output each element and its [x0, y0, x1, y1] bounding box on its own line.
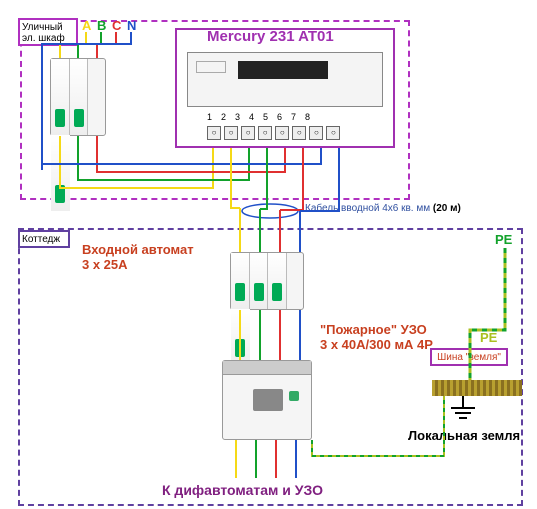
phase-label-c: C — [112, 18, 121, 33]
cable-label: Кабель вводной 4х6 кв. мм (20 м) — [305, 203, 461, 214]
meter-display — [238, 61, 328, 79]
rcd-toggle — [253, 389, 283, 411]
pe-label-2: PE — [480, 330, 497, 345]
phase-label-n: N — [127, 18, 136, 33]
input-breaker — [230, 252, 304, 310]
meter-terminal-strip: ○ ○ ○ ○ ○ ○ ○ ○ — [207, 126, 340, 140]
fire-rcd-label: "Пожарное" УЗО 3 x 40А/300 мА 4P — [320, 322, 433, 352]
ground-symbol-icon — [448, 398, 478, 428]
cable-clamp-icon — [240, 201, 300, 221]
input-breaker-label: Входной автомат 3 x 25A — [82, 242, 194, 272]
meter-title: Mercury 231 AT01 — [207, 28, 334, 45]
cottage-label-box: Коттедж — [18, 230, 70, 248]
fire-rcd — [222, 360, 312, 440]
meter-body — [187, 52, 383, 107]
rcd-top-strip — [223, 361, 311, 375]
street-breaker: iEK — [50, 58, 106, 136]
ground-busbar — [432, 380, 522, 396]
busbar-label-box: Шина "земля" — [430, 348, 508, 366]
phase-label-a: A — [82, 18, 91, 33]
meter-terminal-nums: 12345678 — [207, 112, 319, 122]
pe-label-1: PE — [495, 232, 512, 247]
phase-label-b: B — [97, 18, 106, 33]
local-ground-label: Локальная земля — [408, 428, 520, 443]
street-label-box: Уличный эл. шкаф — [18, 18, 78, 46]
meter-box: Mercury 231 AT01 ○ ○ ○ ○ ○ ○ ○ ○ 1234567… — [175, 28, 395, 148]
meter-label-icon — [196, 61, 226, 73]
rcd-test-btn — [289, 391, 299, 401]
to-diff-label: К дифавтоматам и УЗО — [162, 482, 323, 498]
